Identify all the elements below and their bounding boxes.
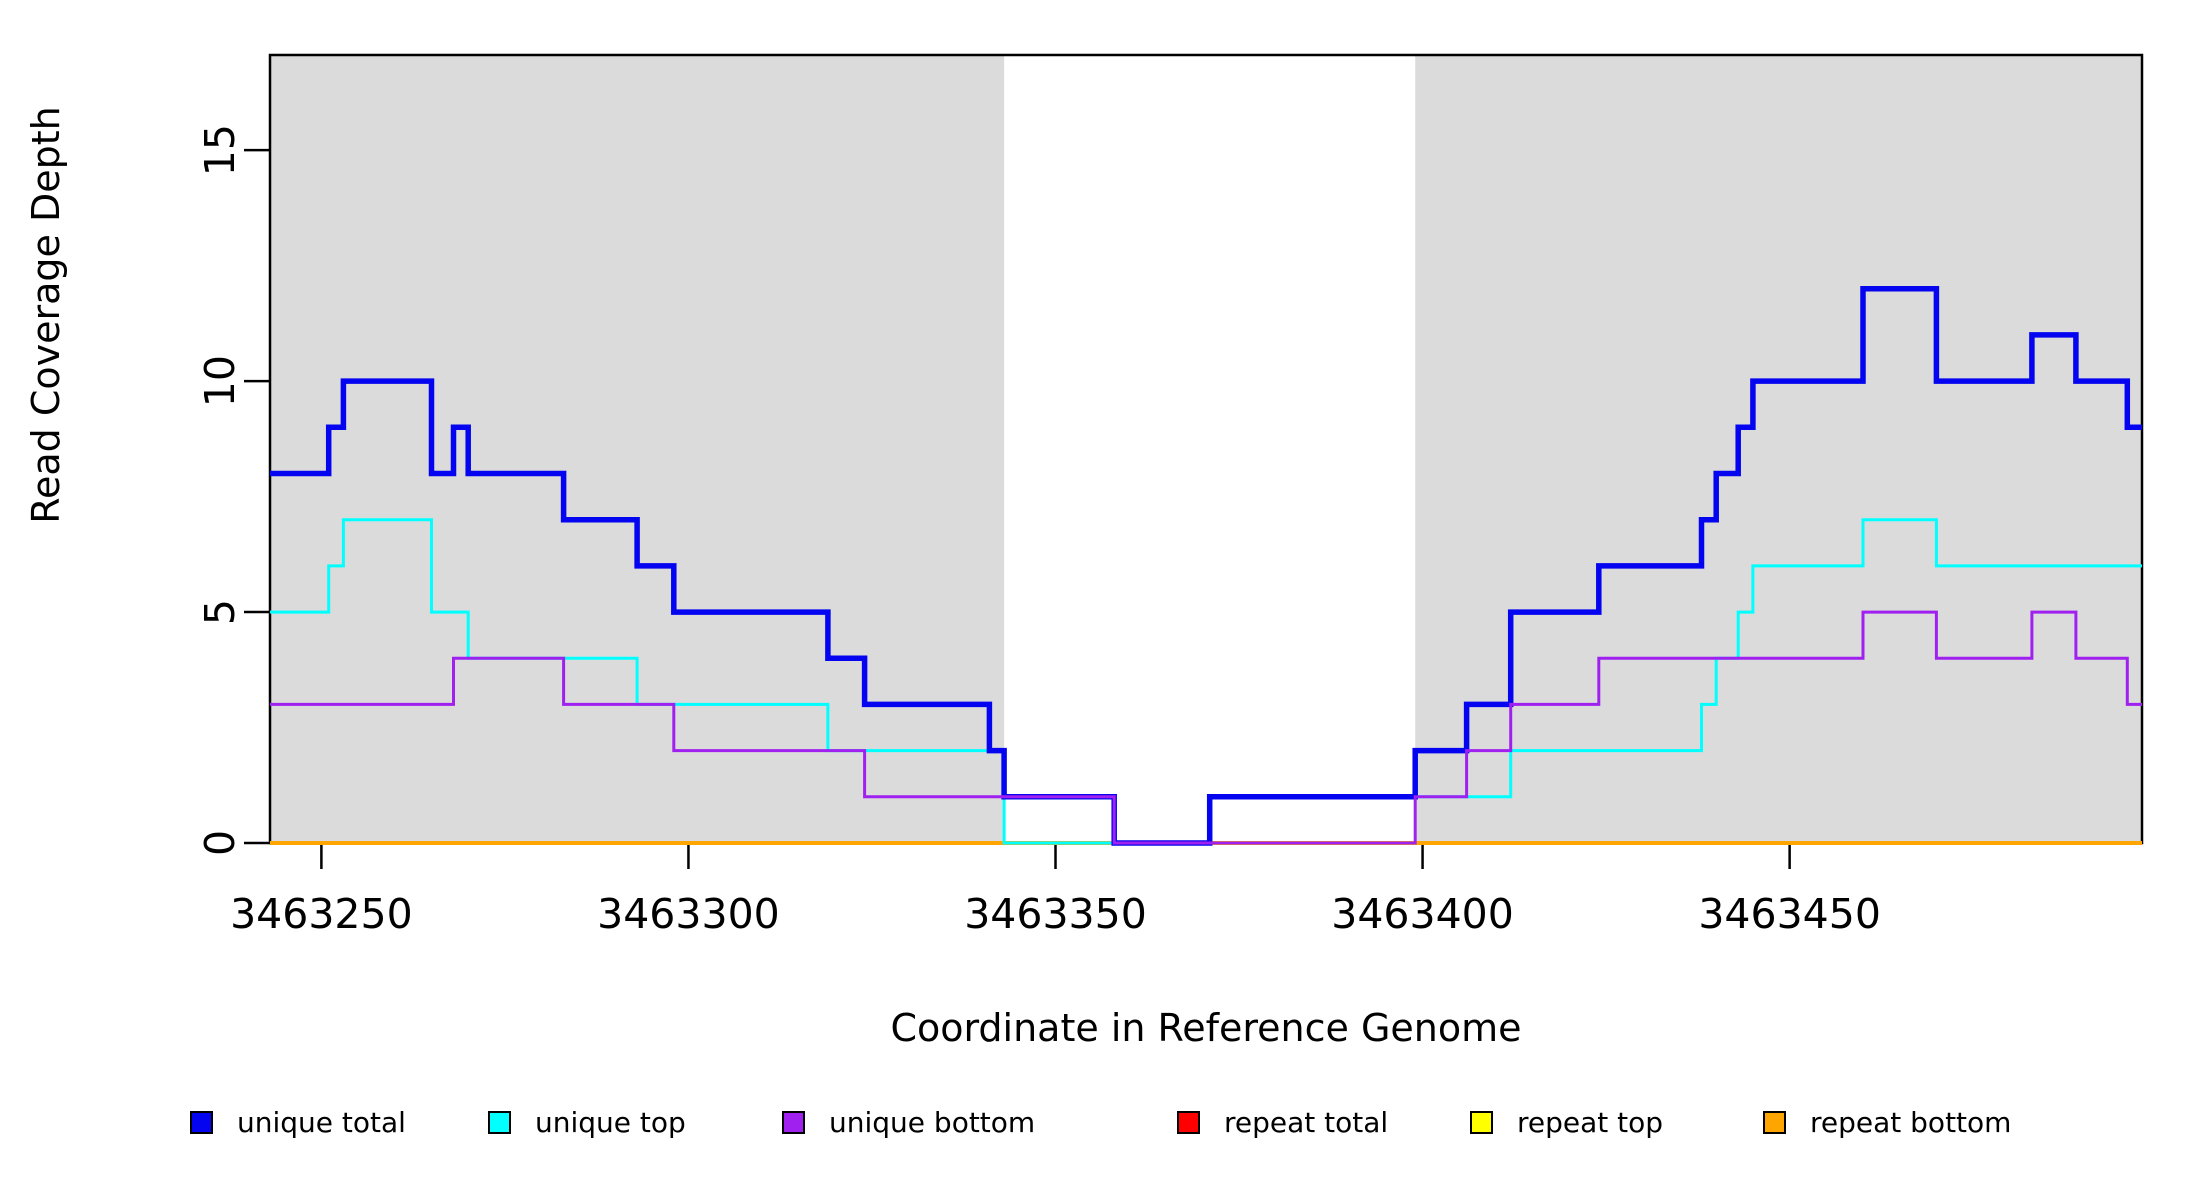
- legend-swatch-unique-bottom: [782, 1110, 805, 1134]
- y-axis-title-text: Read Coverage Depth: [24, 106, 68, 524]
- legend-item-unique-total: unique total: [190, 1104, 406, 1140]
- shaded-band-1: [1415, 55, 2142, 843]
- y-tick-label: 0: [196, 830, 244, 856]
- legend: unique total unique top unique bottom re…: [0, 1104, 2200, 1144]
- legend-item-repeat-total: repeat total: [1177, 1104, 1388, 1140]
- legend-swatch-repeat-top: [1470, 1110, 1493, 1134]
- x-tick-label: 3463350: [964, 890, 1147, 938]
- x-axis-title: Coordinate in Reference Genome: [890, 1006, 1522, 1050]
- legend-label-repeat-bottom: repeat bottom: [1810, 1105, 2012, 1139]
- legend-label-unique-total: unique total: [237, 1105, 406, 1139]
- legend-label-repeat-total: repeat total: [1224, 1105, 1389, 1139]
- y-tick-label: 10: [196, 355, 244, 407]
- legend-swatch-unique-top: [488, 1110, 511, 1134]
- x-tick-label: 3463250: [230, 890, 413, 938]
- y-tick-label: 5: [196, 599, 244, 625]
- shaded-band-0: [270, 55, 1005, 843]
- legend-label-repeat-top: repeat top: [1517, 1105, 1664, 1139]
- legend-swatch-unique-total: [190, 1110, 213, 1134]
- legend-swatch-repeat-bottom: [1763, 1110, 1786, 1134]
- y-tick-label: 15: [196, 124, 244, 176]
- legend-item-repeat-bottom: repeat bottom: [1763, 1104, 2011, 1140]
- x-tick-label: 3463400: [1331, 890, 1514, 938]
- series-line-unique-total: [270, 285, 2142, 846]
- x-tick-label: 3463450: [1698, 890, 1881, 938]
- legend-item-unique-top: unique top: [488, 1104, 686, 1140]
- legend-label-unique-top: unique top: [535, 1105, 686, 1139]
- legend-swatch-repeat-total: [1177, 1110, 1200, 1134]
- legend-item-repeat-top: repeat top: [1470, 1104, 1663, 1140]
- x-tick-label: 3463300: [597, 890, 780, 938]
- legend-item-unique-bottom: unique bottom: [782, 1104, 1035, 1140]
- series-line-unique-bottom: [270, 610, 2142, 845]
- legend-label-unique-bottom: unique bottom: [829, 1105, 1036, 1139]
